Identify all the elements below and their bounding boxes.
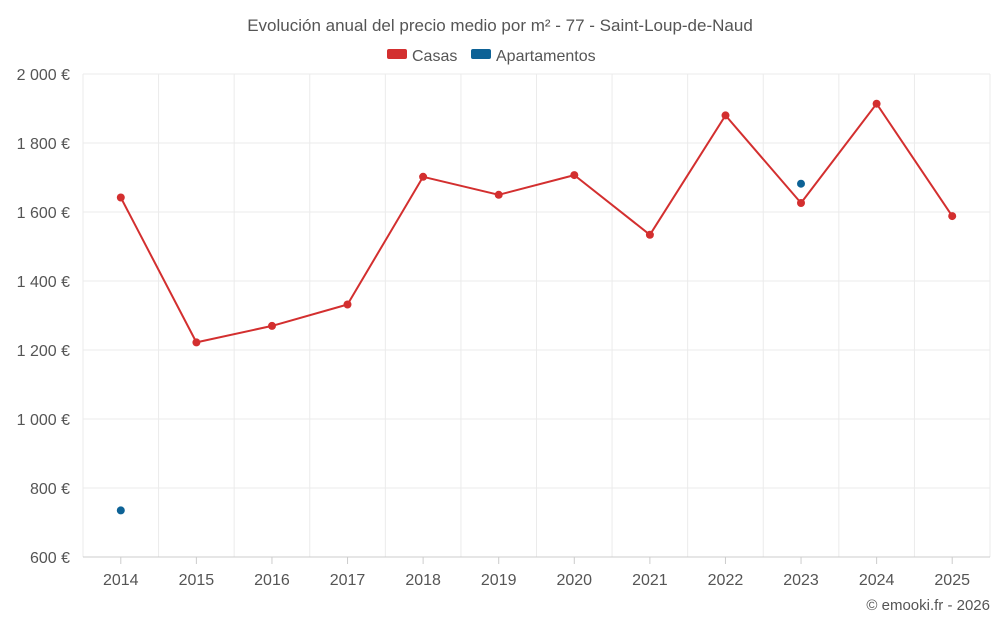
y-tick-label: 1 000 €: [17, 412, 70, 429]
footer-credit: © emooki.fr - 2026: [866, 597, 990, 614]
x-tick-label: 2018: [405, 572, 441, 589]
data-point-casas[interactable]: [268, 321, 276, 330]
x-tick-label: 2024: [859, 572, 895, 589]
x-tick-label: 2019: [481, 572, 517, 589]
data-point-apartamentos[interactable]: [797, 179, 805, 188]
data-point-casas[interactable]: [419, 172, 428, 181]
x-tick-label: 2015: [179, 572, 215, 589]
y-tick-label: 600 €: [30, 550, 70, 567]
legend: Casas Apartamentos: [387, 48, 596, 65]
data-point-casas[interactable]: [343, 300, 352, 309]
x-tick-label: 2022: [708, 572, 744, 589]
data-point-casas[interactable]: [797, 199, 805, 207]
data-point-casas[interactable]: [645, 230, 654, 239]
x-tick-label: 2020: [556, 572, 592, 589]
x-tick-label: 2014: [103, 572, 139, 589]
legend-swatch-casas: [387, 49, 407, 59]
grid-lines: [82, 73, 991, 558]
x-tick-label: 2021: [632, 572, 668, 589]
y-axis: 600 € 800 € 1 000 € 1 200 € 1 400 € 1 600 € 1 …: [17, 67, 70, 567]
legend-item-casas[interactable]: Casas: [387, 48, 457, 65]
y-tick-label: 1 400 €: [17, 274, 70, 291]
plot-area: [116, 99, 957, 515]
data-point-casas[interactable]: [948, 212, 957, 221]
legend-label-casas: Casas: [412, 48, 457, 65]
x-tick-label: 2025: [934, 572, 970, 589]
data-point-apartamentos[interactable]: [116, 506, 125, 515]
data-point-casas[interactable]: [116, 193, 125, 202]
x-tick-label: 2023: [783, 572, 819, 589]
legend-swatch-apartamentos: [471, 49, 491, 59]
legend-label-apartamentos: Apartamentos: [496, 48, 596, 65]
data-point-casas[interactable]: [192, 338, 201, 347]
data-point-casas[interactable]: [570, 171, 579, 180]
x-axis: 2014 2015 2016 2017 2018 2019 2020 2021 2022 2023…: [103, 557, 970, 589]
y-tick-label: 2 000 €: [17, 67, 70, 84]
data-point-casas[interactable]: [721, 111, 730, 120]
x-tick-label: 2016: [254, 572, 290, 589]
data-point-casas[interactable]: [872, 99, 881, 108]
y-tick-label: 1 600 €: [17, 205, 70, 222]
series-line-casas: [119, 102, 954, 344]
legend-item-apartamentos[interactable]: Apartamentos: [471, 48, 596, 65]
y-tick-label: 800 €: [30, 481, 70, 498]
y-tick-label: 1 200 €: [17, 343, 70, 360]
y-tick-label: 1 800 €: [17, 136, 70, 153]
chart-title: Evolución anual del precio medio por m² …: [247, 16, 753, 35]
data-point-casas[interactable]: [494, 190, 503, 199]
x-tick-label: 2017: [330, 572, 366, 589]
